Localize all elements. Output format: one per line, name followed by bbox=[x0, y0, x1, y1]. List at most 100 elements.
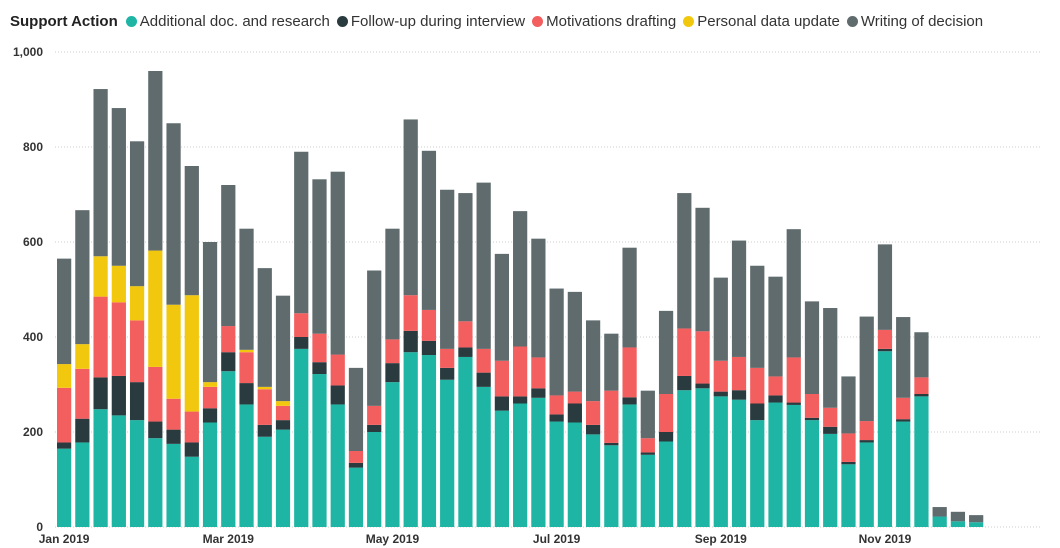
bar-segment[interactable] bbox=[330, 171, 345, 355]
bar-segment[interactable] bbox=[239, 383, 254, 405]
bar-segment[interactable] bbox=[57, 448, 72, 527]
bar-segment[interactable] bbox=[367, 432, 382, 527]
bar-segment[interactable] bbox=[330, 385, 345, 405]
bar-segment[interactable] bbox=[93, 377, 108, 410]
bar-segment[interactable] bbox=[367, 405, 382, 425]
bar-segment[interactable] bbox=[914, 394, 929, 397]
bar-segment[interactable] bbox=[221, 185, 236, 327]
bar-segment[interactable] bbox=[257, 386, 272, 390]
bar-segment[interactable] bbox=[677, 328, 692, 376]
bar-segment[interactable] bbox=[275, 295, 291, 402]
bar-segment[interactable] bbox=[513, 211, 528, 347]
bar-segment[interactable] bbox=[513, 346, 528, 397]
bar-segment[interactable] bbox=[731, 240, 747, 357]
bar-segment[interactable] bbox=[57, 258, 72, 365]
bar-segment[interactable] bbox=[166, 398, 181, 430]
bar-segment[interactable] bbox=[494, 360, 510, 397]
bar-segment[interactable] bbox=[713, 360, 728, 392]
bar-segment[interactable] bbox=[440, 189, 455, 349]
bar-segment[interactable] bbox=[622, 397, 637, 405]
bar-segment[interactable] bbox=[731, 390, 747, 400]
legend-item[interactable]: Additional doc. and research bbox=[125, 13, 330, 30]
bar-segment[interactable] bbox=[348, 462, 364, 468]
bar-segment[interactable] bbox=[403, 352, 418, 527]
bar-segment[interactable] bbox=[184, 295, 199, 412]
bar-segment[interactable] bbox=[622, 404, 637, 527]
bar-segment[interactable] bbox=[585, 434, 601, 527]
bar-segment[interactable] bbox=[367, 424, 382, 432]
bar-segment[interactable] bbox=[57, 387, 72, 443]
bar-segment[interactable] bbox=[385, 228, 400, 340]
bar-segment[interactable] bbox=[859, 442, 874, 527]
bar-segment[interactable] bbox=[896, 397, 911, 420]
bar-segment[interactable] bbox=[932, 516, 947, 527]
bar-segment[interactable] bbox=[239, 352, 254, 384]
bar-segment[interactable] bbox=[750, 265, 765, 368]
legend-item[interactable]: Motivations drafting bbox=[532, 13, 676, 30]
bar-segment[interactable] bbox=[914, 377, 929, 394]
bar-segment[interactable] bbox=[640, 454, 655, 527]
bar-segment[interactable] bbox=[768, 395, 783, 403]
bar-segment[interactable] bbox=[658, 441, 674, 528]
bar-segment[interactable] bbox=[859, 316, 874, 422]
bar-segment[interactable] bbox=[604, 333, 619, 391]
bar-segment[interactable] bbox=[622, 347, 637, 398]
bar-segment[interactable] bbox=[403, 119, 418, 296]
bar-segment[interactable] bbox=[403, 330, 418, 353]
bar-segment[interactable] bbox=[239, 349, 254, 353]
bar-segment[interactable] bbox=[440, 379, 455, 527]
bar-segment[interactable] bbox=[75, 418, 90, 443]
bar-segment[interactable] bbox=[385, 363, 400, 383]
bar-segment[interactable] bbox=[348, 451, 364, 463]
bar-segment[interactable] bbox=[476, 348, 491, 373]
bar-segment[interactable] bbox=[531, 238, 546, 358]
bar-segment[interactable] bbox=[476, 182, 491, 349]
bar-segment[interactable] bbox=[148, 250, 163, 367]
bar-segment[interactable] bbox=[877, 244, 893, 330]
bar-segment[interactable] bbox=[93, 296, 108, 378]
bar-segment[interactable] bbox=[348, 367, 364, 451]
bar-segment[interactable] bbox=[476, 386, 491, 527]
bar-segment[interactable] bbox=[823, 426, 838, 434]
bar-segment[interactable] bbox=[677, 375, 692, 391]
bar-segment[interactable] bbox=[440, 367, 455, 380]
bar-segment[interactable] bbox=[275, 420, 291, 430]
bar-segment[interactable] bbox=[367, 270, 382, 406]
bar-segment[interactable] bbox=[640, 452, 655, 455]
bar-segment[interactable] bbox=[841, 433, 856, 462]
bar-segment[interactable] bbox=[549, 421, 564, 527]
bar-segment[interactable] bbox=[750, 420, 765, 527]
bar-segment[interactable] bbox=[531, 397, 546, 527]
bar-segment[interactable] bbox=[75, 210, 90, 345]
legend-item[interactable]: Writing of decision bbox=[846, 13, 983, 30]
bar-segment[interactable] bbox=[713, 277, 728, 361]
bar-segment[interactable] bbox=[658, 310, 674, 394]
bar-segment[interactable] bbox=[93, 409, 108, 527]
bar-segment[interactable] bbox=[385, 382, 400, 527]
bar-segment[interactable] bbox=[166, 123, 181, 305]
bar-segment[interactable] bbox=[695, 331, 710, 384]
bar-segment[interactable] bbox=[513, 396, 528, 404]
bar-segment[interactable] bbox=[184, 456, 199, 527]
bar-segment[interactable] bbox=[604, 445, 619, 527]
bar-segment[interactable] bbox=[312, 333, 327, 363]
bar-segment[interactable] bbox=[531, 357, 546, 389]
legend-item[interactable]: Follow-up during interview bbox=[336, 13, 525, 30]
bar-segment[interactable] bbox=[184, 166, 199, 296]
bar-segment[interactable] bbox=[75, 344, 90, 369]
bar-segment[interactable] bbox=[786, 357, 801, 403]
bar-segment[interactable] bbox=[476, 372, 491, 387]
bar-segment[interactable] bbox=[677, 193, 692, 329]
bar-segment[interactable] bbox=[385, 339, 400, 364]
bar-segment[interactable] bbox=[330, 404, 345, 527]
bar-segment[interactable] bbox=[129, 320, 145, 383]
bar-segment[interactable] bbox=[841, 376, 856, 434]
bar-segment[interactable] bbox=[221, 326, 236, 353]
bar-segment[interactable] bbox=[75, 368, 90, 419]
bar-segment[interactable] bbox=[950, 521, 966, 527]
bar-segment[interactable] bbox=[804, 394, 820, 418]
bar-segment[interactable] bbox=[713, 396, 728, 527]
bar-segment[interactable] bbox=[877, 348, 893, 352]
bar-segment[interactable] bbox=[823, 407, 838, 427]
bar-segment[interactable] bbox=[494, 253, 510, 361]
